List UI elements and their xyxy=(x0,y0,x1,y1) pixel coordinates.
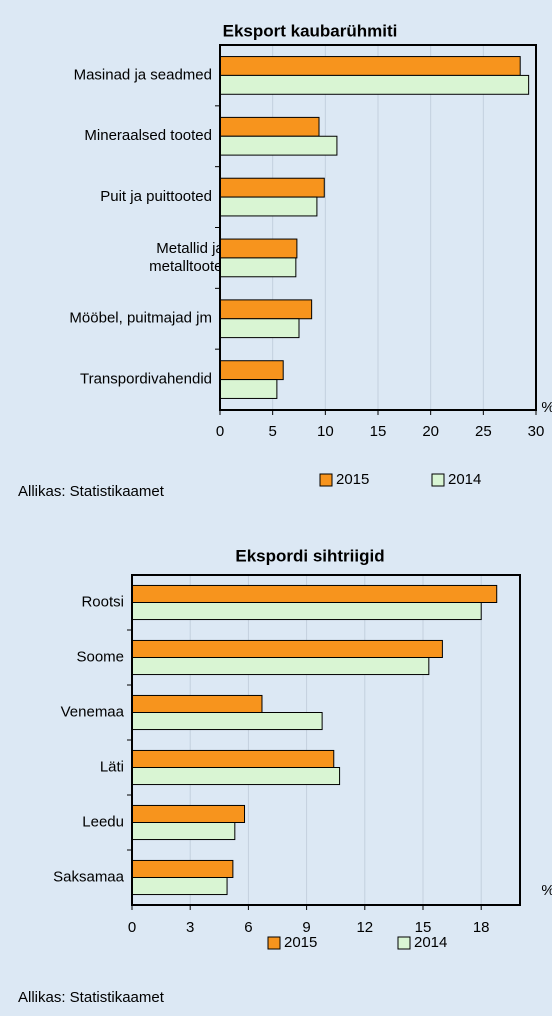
x-tick-label: 10 xyxy=(317,423,334,440)
legend-label: 2014 xyxy=(414,934,447,951)
bar xyxy=(131,877,228,896)
category-label: Leedu xyxy=(82,813,124,830)
x-tick-label: 30 xyxy=(528,423,545,440)
chart-title: Eksport kaubarühmiti xyxy=(223,21,398,40)
bar xyxy=(131,694,263,714)
bar xyxy=(219,196,318,217)
bar xyxy=(131,712,323,731)
category-label: Venemaa xyxy=(61,703,125,720)
x-tick-label: 20 xyxy=(422,423,439,440)
category-label: Läti xyxy=(100,758,124,775)
x-tick-label: 0 xyxy=(216,423,224,440)
legend-swatch xyxy=(397,936,411,950)
category-label: Saksamaa xyxy=(53,868,125,885)
bar xyxy=(219,379,278,399)
bar xyxy=(219,238,298,259)
category-label: Transpordivahendid xyxy=(80,371,212,388)
category-label: Masinad ja seadmed xyxy=(74,66,212,83)
x-unit: % xyxy=(541,399,552,416)
category-label: Rootsi xyxy=(81,593,124,610)
category-label: Puit ja puittooted xyxy=(100,188,212,205)
bar xyxy=(131,657,430,676)
bar xyxy=(219,360,284,381)
chart-title: Ekspordi sihtriigid xyxy=(235,546,384,565)
plot-frame xyxy=(131,574,521,906)
x-tick-label: 25 xyxy=(475,423,492,440)
legend-swatch xyxy=(431,473,445,487)
legend-swatch xyxy=(319,473,333,487)
bar xyxy=(219,318,300,339)
bar xyxy=(131,749,335,769)
bar xyxy=(219,299,313,320)
legend-label: 2014 xyxy=(448,471,481,488)
x-tick-label: 12 xyxy=(356,919,373,936)
bar xyxy=(219,135,338,156)
source: Allikas: Statistikaamet xyxy=(18,483,165,500)
bar xyxy=(219,116,320,137)
x-tick-label: 15 xyxy=(415,919,432,936)
category-label: Mineraalsed tooted xyxy=(84,127,212,144)
legend-swatch xyxy=(267,936,281,950)
bar xyxy=(131,639,443,659)
source: Allikas: Statistikaamet xyxy=(18,989,165,1006)
x-tick-label: 6 xyxy=(244,919,252,936)
x-tick-label: 15 xyxy=(370,423,387,440)
bar xyxy=(131,859,234,879)
bar xyxy=(131,822,236,841)
legend-label: 2015 xyxy=(336,471,369,488)
bar xyxy=(219,177,325,198)
bar xyxy=(131,767,341,786)
bar xyxy=(131,804,246,824)
x-tick-label: 0 xyxy=(128,919,136,936)
x-tick-label: 18 xyxy=(473,919,490,936)
bar xyxy=(131,584,498,604)
legend-label: 2015 xyxy=(284,934,317,951)
bar xyxy=(131,602,482,621)
x-unit: % xyxy=(541,882,552,899)
x-tick-label: 9 xyxy=(302,919,310,936)
category-label: Metallid ja metalltooted xyxy=(149,240,231,275)
bar xyxy=(219,257,297,278)
x-tick-label: 3 xyxy=(186,919,194,936)
x-tick-label: 5 xyxy=(268,423,276,440)
bar xyxy=(219,56,521,76)
category-label: Mööbel, puitmajad jm xyxy=(69,310,212,327)
plot-frame xyxy=(219,44,537,411)
category-label: Soome xyxy=(76,648,124,665)
bar xyxy=(219,74,530,95)
